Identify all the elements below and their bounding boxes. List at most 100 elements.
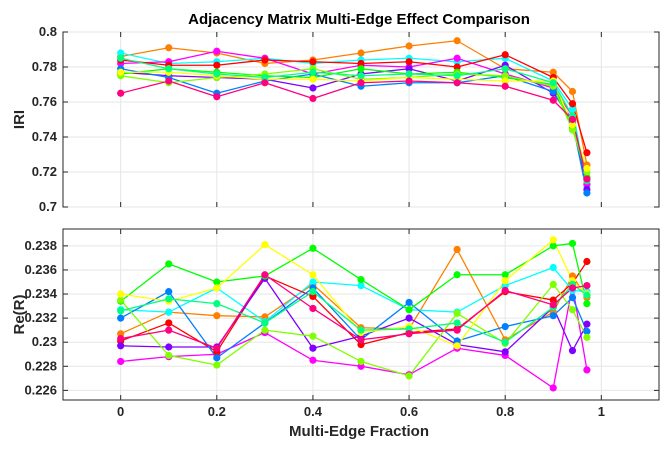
x-tick-label: 0 <box>117 404 124 419</box>
rer-data-point-s10 <box>165 295 173 303</box>
rer-data-point-s10 <box>309 288 317 296</box>
rer-data-point-s8 <box>165 351 173 360</box>
iri-series <box>117 37 591 197</box>
iri-data-point-s4 <box>309 58 317 66</box>
rer-data-point-s11 <box>453 326 461 334</box>
rer-data-point-s2 <box>549 263 557 272</box>
rer-data-point-s6 <box>213 354 221 362</box>
rer-series-line-s2 <box>120 266 587 323</box>
rer-data-point-s7 <box>213 278 221 286</box>
rer-data-point-s8 <box>405 372 413 380</box>
iri-data-point-s1 <box>165 44 173 52</box>
rer-data-point-s7 <box>501 271 509 279</box>
rer-data-point-s10 <box>261 319 269 327</box>
rer-data-point-s3 <box>583 366 591 374</box>
iri-y-tick-label: 0.76 <box>32 94 57 109</box>
rer-data-point-s6 <box>405 298 413 307</box>
rer-data-point-s5 <box>405 314 413 322</box>
iri-ylabel: IRI <box>11 110 28 129</box>
rer-data-point-s9 <box>261 241 269 249</box>
rer-data-point-s9 <box>453 342 461 350</box>
iri-data-point-s11 <box>357 79 365 87</box>
rer-data-point-s11 <box>405 330 413 338</box>
rer-data-point-s5 <box>583 320 591 328</box>
rer-data-point-s11 <box>261 271 269 279</box>
rer-data-point-s7 <box>357 275 365 284</box>
iri-data-point-s10 <box>549 79 557 87</box>
rer-data-point-s7 <box>165 260 173 268</box>
rer-data-point-s9 <box>117 290 125 298</box>
rer-data-point-s11 <box>568 284 577 292</box>
iri-data-point-s5 <box>309 84 317 92</box>
iri-data-point-s8 <box>568 126 577 134</box>
iri-data-point-s4 <box>405 58 413 66</box>
rer-y-tick-label: 0.228 <box>24 358 57 373</box>
iri-data-point-s11 <box>501 82 509 90</box>
iri-data-point-s11 <box>261 79 269 87</box>
rer-y-tick-label: 0.234 <box>24 286 57 301</box>
rer-data-point-s9 <box>501 277 509 285</box>
rer-data-point-s8 <box>309 332 317 340</box>
iri-data-point-s10 <box>453 72 461 80</box>
x-tick-label: 0.2 <box>208 404 226 419</box>
rer-data-point-s10 <box>357 326 365 334</box>
iri-data-point-s11 <box>568 115 577 124</box>
rer-ylabel: Re(R) <box>11 294 28 334</box>
iri-data-point-s4 <box>213 61 221 69</box>
rer-series-line-s8 <box>120 283 588 377</box>
rer-data-point-s1 <box>453 245 461 254</box>
iri-data-point-s9 <box>117 68 125 76</box>
rer-y-tick-label: 0.23 <box>32 334 57 349</box>
rer-data-point-s10 <box>117 307 125 315</box>
rer-data-point-s5 <box>309 344 317 352</box>
iri-series-line-s1 <box>120 40 588 166</box>
iri-data-point-s9 <box>568 121 577 129</box>
rer-data-point-s11 <box>549 301 557 309</box>
rer-data-point-s1 <box>213 312 221 320</box>
rer-axis-ticks: 0 0.2 0.4 0.6 0.8 1 0.226 0.228 0.23 0.232 0.234 0.… <box>24 229 659 419</box>
iri-y-tick-label: 0.78 <box>32 59 57 74</box>
iri-data-point-s10 <box>405 70 413 78</box>
x-tick-label: 0.8 <box>496 404 514 419</box>
x-tick-label: 0.4 <box>304 404 323 419</box>
iri-data-point-s1 <box>405 42 413 50</box>
rer-data-point-s10 <box>501 338 509 346</box>
rer-data-point-s7 <box>453 271 461 279</box>
rer-data-point-s8 <box>568 306 577 314</box>
rer-data-point-s3 <box>117 357 125 366</box>
iri-data-point-s11 <box>549 96 557 104</box>
iri-data-point-s7 <box>357 65 365 73</box>
iri-data-point-s4 <box>501 51 509 59</box>
rer-data-point-s6 <box>165 288 173 296</box>
x-tick-label: 0.6 <box>400 404 418 419</box>
rer-data-point-s2 <box>357 281 365 290</box>
rer-data-point-s7 <box>405 306 413 314</box>
rer-data-point-s6 <box>568 294 577 302</box>
iri-data-point-s11 <box>583 175 591 183</box>
iri-data-point-s3 <box>213 47 221 55</box>
rer-data-point-s10 <box>583 291 591 299</box>
chart-title: Adjacency Matrix Multi-Edge Effect Compa… <box>188 11 530 28</box>
rer-y-tick-label: 0.236 <box>24 262 57 277</box>
iri-y-tick-label: 0.8 <box>39 24 57 39</box>
rer-data-point-s5 <box>568 347 577 355</box>
rer-data-point-s7 <box>309 244 317 252</box>
iri-data-point-s10 <box>165 65 173 73</box>
rer-series <box>117 236 591 392</box>
rer-data-point-s11 <box>117 334 125 343</box>
rer-data-point-s8 <box>453 309 461 317</box>
rer-data-point-s11 <box>501 286 509 295</box>
rer-data-point-s10 <box>213 300 221 308</box>
rer-panel: 0 0.2 0.4 0.6 0.8 1 0.226 0.228 0.23 0.232 0.234 0.… <box>11 228 660 419</box>
rer-data-point-s4 <box>583 257 591 266</box>
rer-y-tick-label: 0.226 <box>24 382 57 397</box>
iri-series-line-s6 <box>120 68 588 194</box>
rer-data-point-s8 <box>117 296 125 304</box>
rer-data-point-s10 <box>453 319 461 327</box>
rer-data-point-s11 <box>309 304 317 313</box>
iri-data-point-s1 <box>549 68 557 76</box>
iri-data-point-s3 <box>453 54 461 62</box>
iri-data-point-s2 <box>117 49 125 57</box>
rer-data-point-s6 <box>117 314 125 322</box>
